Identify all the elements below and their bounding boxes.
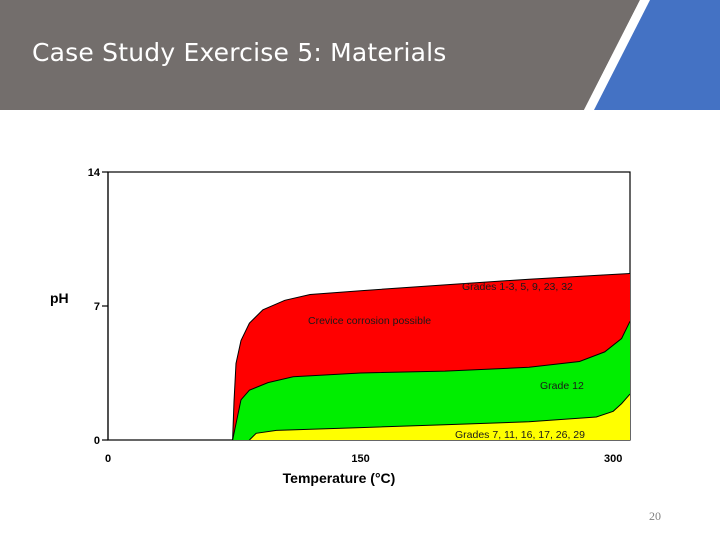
header-accent-block xyxy=(594,0,720,110)
y-axis-title: pH xyxy=(50,290,69,306)
label-grades-red: Grades 1-3, 5, 9, 23, 32 xyxy=(462,281,573,293)
slide-title: Case Study Exercise 5: Materials xyxy=(32,38,447,67)
y-axis: 0 7 14 pH xyxy=(50,167,109,447)
y-tick-label: 14 xyxy=(88,167,101,179)
x-ticks: 0 150 300 xyxy=(105,453,622,465)
region-boundaries xyxy=(232,273,631,441)
x-tick-label: 300 xyxy=(604,453,622,465)
header-background xyxy=(0,0,640,110)
region-labels: Grades 1-3, 5, 9, 23, 32 Crevice corrosi… xyxy=(308,281,585,441)
y-tick-label: 0 xyxy=(94,435,100,447)
label-crevice-corrosion: Crevice corrosion possible xyxy=(308,315,431,327)
region-boundary-0 xyxy=(232,273,631,441)
label-grades-yellow: Grades 7, 11, 16, 17, 26, 29 xyxy=(455,429,585,441)
ph-temperature-chart: 0 7 14 pH 0 150 300 Temperature (°C) Grades … xyxy=(50,167,631,486)
y-tick-label: 7 xyxy=(94,301,100,313)
x-axis-title: Temperature (°C) xyxy=(283,470,396,486)
y-ticks: 0 7 14 xyxy=(88,167,108,447)
region-boundary-2 xyxy=(249,393,631,441)
x-axis: 0 150 300 Temperature (°C) xyxy=(105,453,622,486)
region-area-0 xyxy=(232,273,630,440)
header-banner xyxy=(0,0,720,110)
slide-header: Case Study Exercise 5: Materials xyxy=(0,0,720,110)
label-grade-12: Grade 12 xyxy=(540,380,584,392)
region-area-1 xyxy=(232,321,630,440)
header-divider-stripe xyxy=(584,0,650,110)
region-boundary-1 xyxy=(232,321,631,441)
page-number: 20 xyxy=(649,509,661,523)
x-tick-label: 0 xyxy=(105,453,111,465)
x-tick-label: 150 xyxy=(351,453,369,465)
